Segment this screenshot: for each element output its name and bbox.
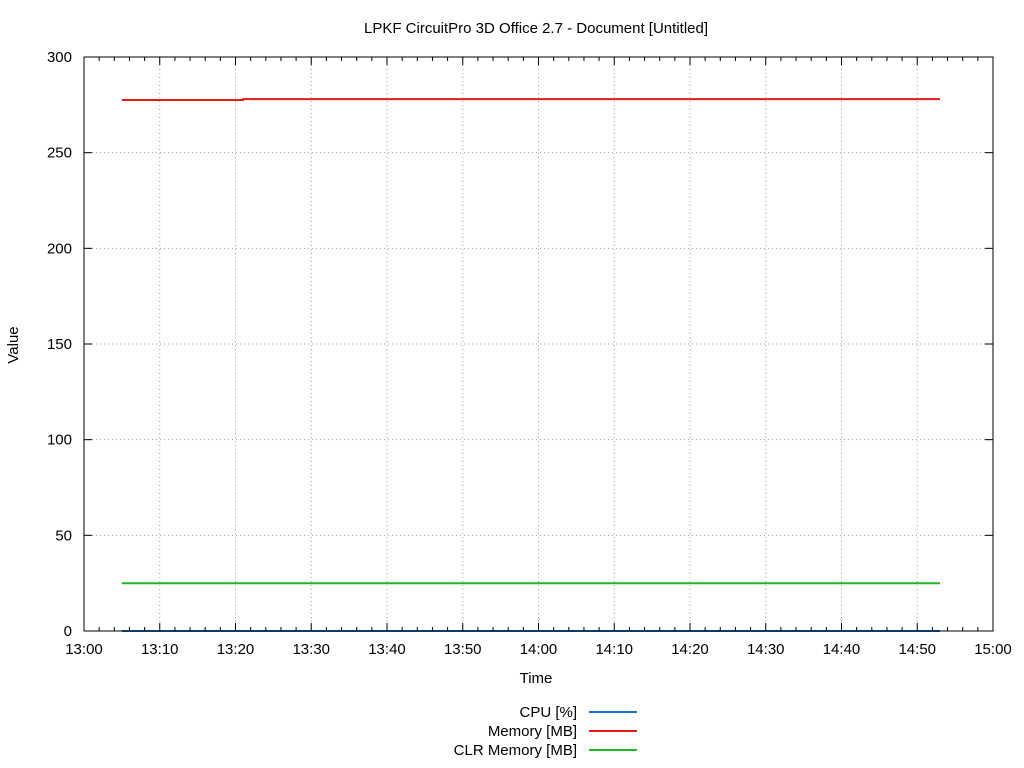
x-tick-label: 13:10 xyxy=(141,641,179,658)
legend-label-memory-mb: Memory [MB] xyxy=(488,723,577,740)
x-tick-label: 13:50 xyxy=(444,641,482,658)
axis-ticks xyxy=(83,56,994,632)
x-tick-label: 15:00 xyxy=(974,641,1012,658)
y-tick-label: 0 xyxy=(64,623,72,640)
x-tick-label: 13:30 xyxy=(292,641,330,658)
y-tick-label: 50 xyxy=(55,527,72,544)
series-lines xyxy=(121,98,940,632)
x-tick-label: 13:20 xyxy=(217,641,255,658)
legend-label-cpu: CPU [%] xyxy=(519,704,577,721)
x-tick-label: 14:10 xyxy=(595,641,633,658)
x-tick-label: 13:40 xyxy=(368,641,406,658)
x-tick-label: 13:00 xyxy=(65,641,103,658)
x-tick-label: 14:20 xyxy=(671,641,709,658)
series-line-memory-mb xyxy=(121,98,940,101)
y-tick-label: 250 xyxy=(47,145,72,162)
y-tick-label: 300 xyxy=(47,49,72,66)
legend: CPU [%] Memory [MB] CLR Memory [MB] xyxy=(454,704,637,759)
y-axis-label: Value xyxy=(5,326,22,363)
axis-tick-labels: 13:00 13:10 13:20 13:30 13:40 13:50 14:00 14:10… xyxy=(47,49,1012,658)
chart-title: LPKF CircuitPro 3D Office 2.7 - Document… xyxy=(364,20,708,37)
y-tick-label: 200 xyxy=(47,240,72,257)
x-tick-label: 14:40 xyxy=(823,641,861,658)
y-tick-label: 100 xyxy=(47,432,72,449)
legend-label-clr-memory-mb: CLR Memory [MB] xyxy=(454,742,577,759)
x-axis-label: Time xyxy=(520,670,553,687)
grid xyxy=(84,57,993,631)
x-tick-label: 14:30 xyxy=(747,641,785,658)
x-tick-label: 14:50 xyxy=(898,641,936,658)
x-tick-label: 14:00 xyxy=(520,641,558,658)
y-tick-label: 150 xyxy=(47,336,72,353)
